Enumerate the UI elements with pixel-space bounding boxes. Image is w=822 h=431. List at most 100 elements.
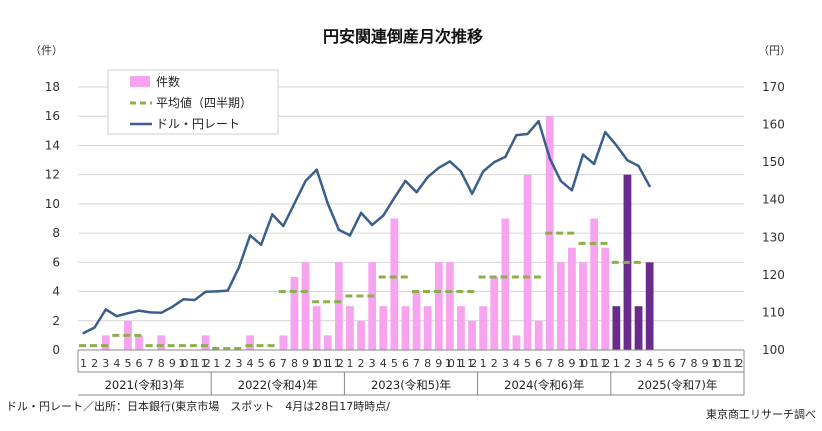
rate-point-15 (237, 266, 241, 269)
bar-25 (346, 306, 354, 350)
year-label: 2024(令和6)年 (504, 378, 584, 392)
month-label: 9 (435, 357, 442, 370)
rate-point-39 (504, 155, 507, 159)
right-axis-unit: （円） (758, 44, 791, 57)
month-label: 6 (668, 357, 675, 370)
bar-16 (246, 335, 254, 350)
month-label: 2 (91, 357, 98, 370)
grid-lines (78, 86, 744, 351)
right-tick-label: 140 (762, 193, 785, 207)
rate-point-24 (337, 228, 341, 231)
rate-point-41 (526, 132, 529, 136)
rate-point-17 (259, 243, 263, 246)
rate-point-30 (404, 179, 407, 183)
month-label: 11 (589, 357, 599, 370)
bar-20 (290, 276, 299, 350)
month-label: 4 (646, 357, 653, 370)
year-label: 2021(令和3)年 (105, 378, 185, 392)
rate-point-7 (148, 311, 152, 314)
month-label: 4 (513, 357, 520, 370)
bar-30 (401, 306, 410, 350)
bar-12 (201, 335, 210, 350)
rate-point-19 (282, 224, 285, 228)
rate-point-47 (592, 162, 596, 166)
month-label: 6 (535, 357, 542, 370)
bar-49 (612, 306, 621, 350)
bar-39 (501, 218, 510, 350)
bar-6 (135, 335, 143, 350)
month-label: 8 (557, 357, 564, 370)
month-label: 3 (635, 357, 642, 370)
month-label: 10 (711, 357, 721, 370)
rate-point-23 (326, 202, 329, 205)
rate-point-52 (648, 184, 651, 188)
bar-28 (379, 306, 388, 350)
right-tick-label: 100 (762, 343, 785, 357)
month-label: 8 (691, 357, 698, 370)
bar-52 (645, 262, 654, 350)
month-label: 6 (269, 357, 276, 370)
month-label: 11 (323, 357, 333, 370)
rate-point-10 (182, 298, 185, 301)
month-label: 11 (722, 357, 732, 370)
month-label: 9 (302, 357, 309, 370)
rate-point-21 (304, 179, 307, 183)
bar-29 (390, 218, 399, 350)
rate-point-45 (570, 189, 574, 192)
month-label: 4 (380, 357, 387, 370)
right-tick-label: 130 (762, 230, 785, 244)
month-label: 6 (402, 357, 409, 370)
rate-point-22 (315, 168, 318, 171)
left-tick-label: 4 (52, 285, 60, 299)
month-label: 8 (291, 357, 298, 370)
rate-point-44 (559, 179, 563, 183)
month-label: 2 (358, 357, 365, 370)
bar-21 (301, 262, 310, 350)
month-label: 9 (702, 357, 709, 370)
bar-31 (412, 291, 421, 350)
right-tick-label: 160 (762, 118, 785, 132)
rate-point-48 (604, 130, 607, 134)
rate-point-43 (548, 157, 551, 160)
bar-24 (334, 262, 343, 350)
rate-point-33 (437, 166, 440, 169)
month-label: 12 (733, 357, 743, 370)
right-tick-label: 170 (762, 80, 785, 94)
rate-point-42 (537, 119, 540, 123)
rate-point-16 (248, 234, 252, 237)
rate-point-51 (637, 164, 640, 168)
year-label: 2025(令和7)年 (637, 378, 717, 392)
month-label: 3 (369, 357, 376, 370)
legend-average-label: 平均値（四半期） (156, 95, 252, 110)
month-label: 10 (312, 357, 322, 370)
bar-42 (534, 320, 543, 350)
month-label: 10 (578, 357, 588, 370)
bar-32 (423, 306, 432, 350)
year-label: 2022(令和4)年 (238, 378, 318, 392)
month-label: 9 (568, 357, 575, 370)
legend-bar-swatch (130, 76, 150, 87)
month-label: 12 (334, 357, 344, 370)
rate-point-27 (370, 223, 374, 227)
month-label: 1 (80, 357, 87, 370)
month-label: 10 (178, 357, 188, 370)
month-label: 2 (224, 357, 231, 370)
month-label: 5 (524, 357, 531, 370)
bar-33 (434, 262, 443, 350)
rate-point-32 (426, 175, 429, 179)
rate-series (82, 119, 651, 335)
left-tick-label: 8 (52, 226, 60, 240)
chart-title: 円安関連倒産月次推移 (323, 27, 483, 46)
right-tick-label: 110 (762, 305, 785, 319)
rate-point-36 (470, 192, 474, 195)
rate-point-5 (126, 311, 130, 315)
month-label: 12 (201, 357, 211, 370)
rate-point-28 (382, 214, 385, 217)
bar-23 (323, 335, 332, 350)
month-label: 11 (190, 357, 200, 370)
rate-line (82, 119, 651, 335)
bar-45 (568, 247, 576, 350)
month-label: 3 (502, 357, 509, 370)
month-label: 2 (624, 357, 631, 370)
rate-point-31 (415, 191, 418, 194)
